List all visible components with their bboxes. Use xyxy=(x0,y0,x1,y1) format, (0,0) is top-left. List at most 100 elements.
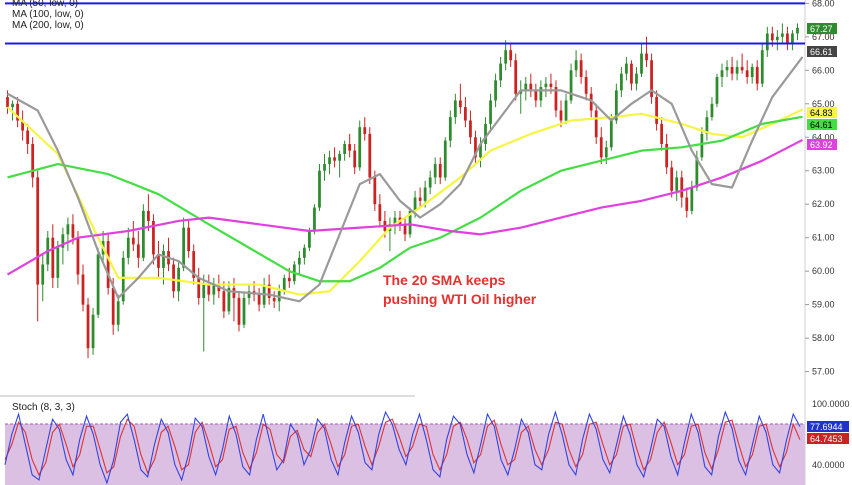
candle-body xyxy=(423,187,427,201)
candle-body xyxy=(328,157,331,165)
candle-body xyxy=(750,66,754,77)
candle-body xyxy=(715,77,719,104)
stoch-d-line xyxy=(4,418,801,477)
candle-body xyxy=(494,80,497,101)
candle-body xyxy=(96,254,100,315)
moving-averages xyxy=(6,56,804,303)
candle-body xyxy=(202,284,206,298)
horizontal-levels xyxy=(5,2,805,45)
legend-ma50: MA (50, low, 0) xyxy=(12,0,78,9)
ma100-badge: 64.61 xyxy=(807,119,837,130)
candle-body xyxy=(302,247,306,258)
candle-body xyxy=(675,177,679,191)
stoch-k-line xyxy=(4,410,801,485)
candle-body xyxy=(428,177,432,188)
candle-body xyxy=(141,210,145,258)
candle-body xyxy=(232,287,236,298)
candle-body xyxy=(796,27,799,34)
candle-body xyxy=(710,103,714,118)
legend-ma100: MA (100, low, 0) xyxy=(12,9,84,20)
candle-body xyxy=(86,304,90,349)
candle-body xyxy=(403,224,407,235)
candle-body xyxy=(106,241,110,288)
candle-body xyxy=(348,143,352,151)
stoch-d-badge: 64.7453 xyxy=(807,433,849,444)
stoch-axis-ticks: 100.0000 40.0000 xyxy=(812,399,850,470)
candle-body xyxy=(765,33,769,51)
candle-body xyxy=(51,237,55,278)
candle-body xyxy=(740,66,744,71)
candle-body xyxy=(614,90,618,121)
candle-body xyxy=(157,254,160,268)
candle-body xyxy=(443,140,447,178)
candle-body xyxy=(745,70,749,77)
candle-body xyxy=(333,157,336,161)
candle-body xyxy=(26,130,30,144)
candle-body xyxy=(539,87,543,101)
candle-body xyxy=(695,157,699,188)
price-tick-label: 68.00 xyxy=(812,0,835,8)
candle-body xyxy=(308,231,311,248)
candle-body xyxy=(66,224,70,235)
candle-body xyxy=(267,284,271,298)
ma-line xyxy=(6,56,804,303)
last-price-badge: 67.27 xyxy=(807,23,837,34)
candle-body xyxy=(645,53,648,61)
candle-body xyxy=(207,284,211,295)
candle-body xyxy=(725,66,729,71)
candle-body xyxy=(282,277,286,292)
stoch-tick-label: 40.0000 xyxy=(812,460,845,470)
candle-body xyxy=(408,210,412,235)
ma200-badge: 63.92 xyxy=(807,139,837,150)
candle-body xyxy=(373,177,377,205)
candle-body xyxy=(735,66,739,74)
stoch-tick-label: 100.0000 xyxy=(812,399,850,409)
candle-body xyxy=(126,237,130,258)
candle-body xyxy=(474,137,477,158)
candle-body xyxy=(393,217,397,225)
candle-body xyxy=(625,63,628,74)
candle-body xyxy=(650,60,653,98)
candle-body xyxy=(630,63,633,84)
stoch-k-badge-text: 77.6944 xyxy=(810,422,843,432)
candle-body xyxy=(549,83,553,88)
candle-body xyxy=(544,83,548,88)
candle-body xyxy=(720,70,724,77)
candle-body xyxy=(469,120,472,138)
stoch-d-badge-text: 64.7453 xyxy=(810,434,843,444)
candle-body xyxy=(323,164,326,171)
candle-body xyxy=(680,177,684,198)
candle-body xyxy=(534,90,538,101)
candle-body xyxy=(111,287,115,325)
candle-body xyxy=(690,187,694,211)
candle-body xyxy=(685,197,689,211)
candle-body xyxy=(574,60,578,71)
candle-body xyxy=(433,164,437,178)
candle-body xyxy=(237,297,241,325)
candle-body xyxy=(162,251,165,268)
candle-body xyxy=(453,100,457,118)
candle-body xyxy=(584,77,588,94)
candle-body xyxy=(318,170,321,208)
candle-body xyxy=(81,274,85,305)
candle-body xyxy=(619,73,623,91)
candle-body xyxy=(313,207,316,231)
candle-body xyxy=(147,210,150,221)
legend-stoch: Stoch (8, 3, 3) xyxy=(12,402,75,413)
price-tick-label: 60.00 xyxy=(812,266,835,276)
candle-body xyxy=(413,197,417,211)
candle-body xyxy=(378,204,382,221)
candle-body xyxy=(257,294,261,305)
candle-body xyxy=(227,287,231,312)
candle-body xyxy=(71,224,75,238)
ma-line xyxy=(7,115,803,283)
candle-body xyxy=(594,110,598,138)
candle-body xyxy=(655,97,658,124)
ma50-badge-text: 64.83 xyxy=(810,108,833,118)
candle-body xyxy=(297,257,301,265)
level-badge-text: 66.61 xyxy=(810,47,833,57)
candle-body xyxy=(363,127,367,134)
candle-body xyxy=(222,291,226,312)
candle-body xyxy=(599,137,603,158)
candle-body xyxy=(700,133,704,158)
